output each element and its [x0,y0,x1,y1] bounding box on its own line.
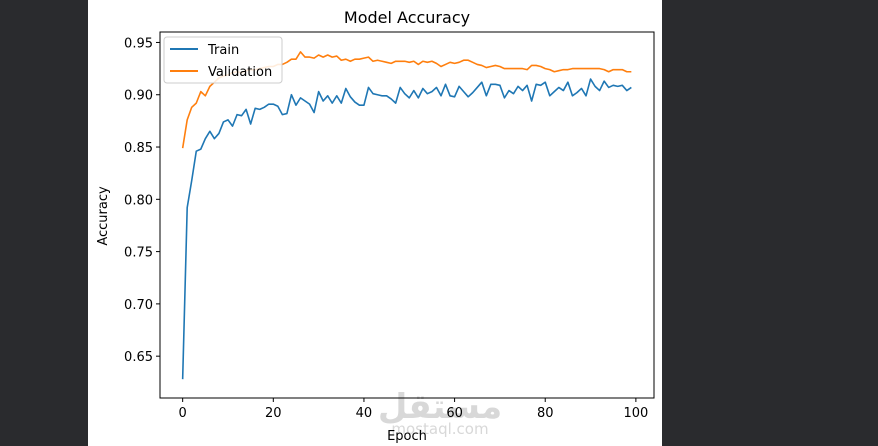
x-axis-ticks: 0 20 40 60 80 100 [179,398,648,421]
accuracy-chart: مستقل mostaql.com 0 20 40 60 80 100 0.650.700… [96,8,655,444]
x-axis-label: Epoch [387,429,427,444]
x-tick-label: 60 [446,406,463,421]
y-tick-label: 0.95 [124,36,153,51]
legend: Train Validation [163,36,283,84]
chart-title: Model Accuracy [344,8,470,27]
x-tick-label: 80 [537,406,554,421]
x-tick-label: 0 [179,406,187,421]
y-axis-label: Accuracy [96,186,111,246]
legend-validation-label: Validation [208,65,272,80]
y-tick-label: 0.75 [124,246,153,261]
plot-frame [159,31,655,399]
right-dark-panel [662,0,878,446]
x-tick-label: 100 [623,406,648,421]
series-line-train [181,78,632,380]
y-tick-label: 0.65 [124,350,153,365]
watermark-domain: mostaql.com [391,420,488,438]
y-tick-label: 0.85 [124,141,153,156]
y-tick-label: 0.70 [124,298,153,313]
x-tick-label: 40 [356,406,373,421]
watermark: مستقل mostaql.com [378,387,502,438]
x-tick-label: 20 [265,406,282,421]
y-tick-label: 0.80 [124,193,153,208]
legend-train-label: Train [207,43,239,58]
y-tick-label: 0.90 [124,89,153,104]
plot-area [160,32,654,398]
left-dark-panel [0,0,88,446]
y-axis-ticks: 0.65 0.70 0.75 0.80 0.85 0.90 0.95 [124,36,160,365]
watermark-brand: مستقل [378,387,502,427]
chart-figure: مستقل mostaql.com 0 20 40 60 80 100 0.65 0.70 0… [88,0,662,446]
